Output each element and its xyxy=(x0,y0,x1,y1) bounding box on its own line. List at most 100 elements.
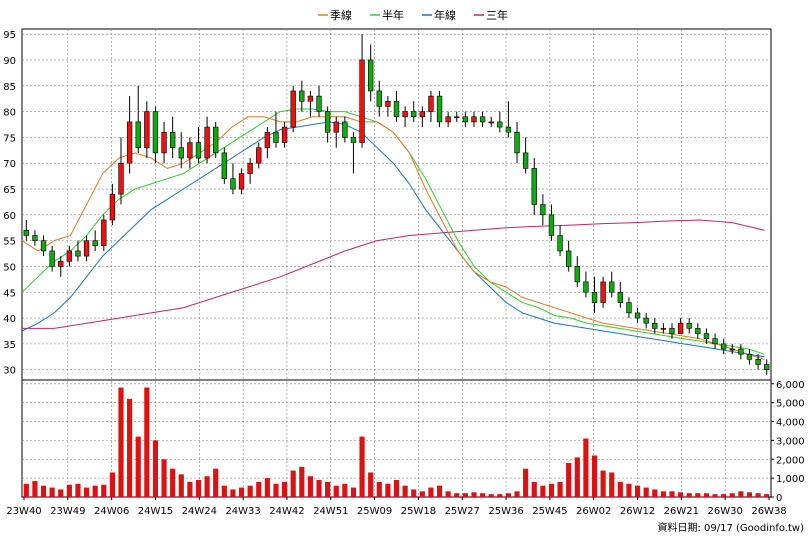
volume-bar xyxy=(247,485,253,497)
candle-body xyxy=(187,142,193,159)
price-tick-label: 90 xyxy=(3,56,16,67)
candle-body xyxy=(290,90,296,128)
candle-body xyxy=(411,111,417,118)
volume-bar xyxy=(109,472,115,497)
volume-bar xyxy=(566,463,572,497)
volume-bar xyxy=(187,481,193,497)
candle-body xyxy=(66,250,73,262)
volume-bar xyxy=(342,483,348,497)
volume-bar xyxy=(118,387,124,497)
volume-bar xyxy=(531,481,537,497)
volume-bar xyxy=(368,472,374,497)
candle-body xyxy=(256,147,262,164)
volume-bar xyxy=(678,492,684,497)
candle-body xyxy=(385,100,391,107)
candle-body xyxy=(58,260,64,267)
volume-bar xyxy=(178,474,184,497)
volume-bar xyxy=(626,483,632,497)
candle-body xyxy=(32,235,38,241)
candle-body xyxy=(178,147,184,159)
volume-bar xyxy=(290,470,296,497)
ma-year-line xyxy=(21,121,765,358)
volume-bar xyxy=(729,493,735,497)
volume-bar xyxy=(204,476,210,497)
volume-bar xyxy=(557,481,563,497)
volume-bar xyxy=(83,487,90,497)
price-tick-label: 50 xyxy=(3,262,16,273)
volume-bar xyxy=(712,494,718,497)
x-tick-label: 24W51 xyxy=(313,506,348,517)
x-tick-label: 23W49 xyxy=(50,506,85,517)
volume-bar xyxy=(170,468,176,497)
volume-bar xyxy=(600,470,606,497)
volume-tick-label: 3,000 xyxy=(776,436,805,447)
volume-bar xyxy=(428,487,434,497)
volume-bar xyxy=(333,485,339,497)
candle-body xyxy=(281,126,288,143)
candle-body xyxy=(247,162,253,174)
volume-bar xyxy=(135,436,141,497)
volume-bar xyxy=(488,494,494,497)
candle-body xyxy=(677,322,684,334)
candle-body xyxy=(540,204,546,216)
candle-body xyxy=(436,95,443,123)
volume-bar xyxy=(583,438,589,497)
candle-body xyxy=(514,131,520,154)
volume-bar xyxy=(411,489,417,497)
volume-bar xyxy=(746,492,753,497)
volume-tick-label: 6,000 xyxy=(776,380,805,391)
volume-bar xyxy=(609,472,615,497)
volume-bar xyxy=(402,485,408,497)
legend-label: 季線 xyxy=(330,8,352,22)
price-tick-label: 85 xyxy=(3,82,16,93)
volume-bar xyxy=(75,483,81,497)
x-axis: 23W40 23W49 24W06 24W15 24W24 24W33 24W42 24W51… xyxy=(6,497,787,517)
candle-body xyxy=(738,348,744,355)
candle-body xyxy=(583,281,589,293)
candle-body xyxy=(609,281,615,293)
volume-bar xyxy=(230,489,236,497)
x-tick-label: 24W42 xyxy=(269,506,304,517)
candle-body xyxy=(402,111,408,118)
legend: 季線 半年 年線 三年 xyxy=(318,8,508,22)
candle-body xyxy=(23,230,29,236)
candle-body xyxy=(92,240,98,247)
volume-bar xyxy=(617,481,623,497)
volume-bar xyxy=(350,487,357,497)
price-tick-label: 45 xyxy=(3,288,16,299)
candle-body xyxy=(454,116,460,119)
volume-bar xyxy=(652,489,658,497)
candle-body xyxy=(600,281,606,303)
volume-bar xyxy=(660,491,666,497)
volume-bar xyxy=(92,485,98,497)
price-tick-label: 40 xyxy=(3,314,16,325)
x-tick-label: 26W38 xyxy=(751,506,786,517)
volume-bar xyxy=(144,387,150,497)
volume-bar xyxy=(393,480,400,497)
volume-bar xyxy=(325,481,331,497)
candle-body xyxy=(161,131,167,154)
candle-body xyxy=(40,240,47,252)
candle-body xyxy=(152,111,159,154)
candle-body xyxy=(264,131,271,149)
volume-bar xyxy=(523,468,529,497)
candle-body xyxy=(497,121,503,128)
volume-bar xyxy=(703,493,710,497)
candle-body xyxy=(652,322,658,329)
volume-bar xyxy=(49,487,55,497)
moving-average-lines xyxy=(21,108,765,360)
volume-bar xyxy=(264,478,270,497)
volume-bar xyxy=(669,491,675,497)
price-tick-label: 55 xyxy=(3,237,16,248)
candle-body xyxy=(221,152,227,179)
x-tick-label: 26W30 xyxy=(708,506,743,517)
volume-tick-label: 2,000 xyxy=(776,455,805,466)
candle-body xyxy=(479,116,486,123)
candle-body xyxy=(83,240,90,257)
volume-bar xyxy=(161,459,167,497)
price-tick-label: 65 xyxy=(3,185,16,196)
candle-body xyxy=(299,90,305,102)
volume-bar xyxy=(445,491,451,497)
candle-body xyxy=(531,168,537,205)
